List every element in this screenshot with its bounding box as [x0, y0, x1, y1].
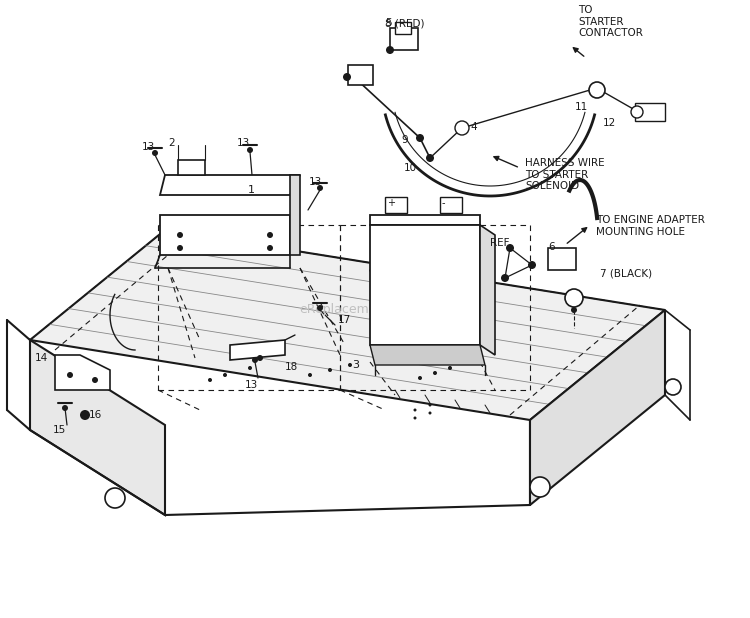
Circle shape: [247, 147, 253, 153]
Circle shape: [530, 477, 550, 497]
Bar: [635, 103, 665, 121]
Text: 14: 14: [35, 353, 48, 363]
Polygon shape: [160, 215, 290, 255]
Bar: [548, 248, 576, 270]
Text: 18: 18: [285, 362, 298, 372]
Circle shape: [67, 372, 73, 378]
Circle shape: [92, 377, 98, 383]
Circle shape: [458, 124, 466, 132]
Polygon shape: [370, 225, 480, 345]
Text: 8 (RED): 8 (RED): [385, 18, 424, 28]
Circle shape: [152, 150, 158, 156]
Polygon shape: [230, 340, 285, 360]
Circle shape: [528, 261, 536, 269]
Circle shape: [105, 488, 125, 508]
Bar: [395, 22, 411, 34]
Circle shape: [418, 376, 422, 380]
Circle shape: [177, 232, 183, 238]
Text: -: -: [442, 198, 446, 208]
Bar: [440, 197, 462, 213]
Circle shape: [317, 185, 323, 191]
Circle shape: [308, 373, 312, 377]
Text: REF.: REF.: [490, 238, 512, 248]
Circle shape: [571, 307, 577, 313]
Text: 11: 11: [575, 102, 588, 112]
Circle shape: [569, 293, 579, 303]
Text: 13: 13: [237, 138, 250, 148]
Circle shape: [317, 305, 323, 311]
Circle shape: [328, 368, 332, 372]
Text: 15: 15: [53, 425, 66, 435]
Text: 4: 4: [470, 122, 477, 132]
Circle shape: [177, 245, 183, 251]
Circle shape: [428, 412, 431, 415]
Text: 6: 6: [548, 242, 554, 252]
Text: 5: 5: [385, 18, 392, 28]
Text: 13: 13: [142, 142, 155, 152]
Text: 17: 17: [338, 315, 351, 325]
Bar: [385, 197, 407, 213]
Circle shape: [267, 245, 273, 251]
Circle shape: [455, 121, 469, 135]
Circle shape: [665, 379, 681, 395]
Polygon shape: [530, 310, 665, 505]
Circle shape: [223, 373, 227, 377]
Polygon shape: [290, 175, 300, 255]
Circle shape: [593, 86, 601, 94]
Text: TO ENGINE ADAPTER
MOUNTING HOLE: TO ENGINE ADAPTER MOUNTING HOLE: [596, 215, 705, 237]
Text: 1: 1: [248, 185, 255, 195]
Circle shape: [501, 274, 509, 282]
Text: 10: 10: [404, 163, 417, 173]
Circle shape: [267, 232, 273, 238]
Circle shape: [343, 73, 351, 81]
Circle shape: [413, 408, 416, 412]
Circle shape: [248, 366, 252, 370]
Text: 2: 2: [168, 138, 175, 148]
Text: 12: 12: [603, 118, 616, 128]
Circle shape: [448, 366, 452, 370]
Text: 7 (BLACK): 7 (BLACK): [600, 268, 652, 278]
Text: TO
STARTER
CONTACTOR: TO STARTER CONTACTOR: [578, 5, 643, 38]
Circle shape: [208, 378, 212, 382]
Text: 9: 9: [401, 135, 408, 145]
Text: HARNESS WIRE
TO STARTER
SOLENOID: HARNESS WIRE TO STARTER SOLENOID: [525, 158, 605, 191]
Circle shape: [257, 355, 263, 361]
Bar: [348, 65, 373, 85]
Circle shape: [386, 46, 394, 54]
Text: 3: 3: [352, 360, 359, 370]
Polygon shape: [480, 225, 495, 355]
Polygon shape: [30, 230, 665, 420]
Circle shape: [631, 106, 643, 118]
Bar: [390, 28, 418, 50]
Circle shape: [565, 289, 583, 307]
Text: 13: 13: [245, 380, 258, 390]
Polygon shape: [160, 175, 300, 195]
Circle shape: [416, 134, 424, 142]
Circle shape: [62, 405, 68, 411]
Polygon shape: [370, 215, 480, 225]
Text: 16: 16: [89, 410, 102, 420]
Text: +: +: [387, 198, 395, 208]
Circle shape: [348, 363, 352, 367]
Circle shape: [506, 244, 514, 252]
Text: 13: 13: [309, 177, 322, 187]
Circle shape: [413, 417, 416, 420]
Polygon shape: [370, 345, 485, 365]
Circle shape: [426, 154, 434, 162]
Polygon shape: [178, 160, 205, 175]
Circle shape: [589, 82, 605, 98]
Circle shape: [428, 404, 431, 407]
Polygon shape: [30, 340, 165, 515]
Text: eReplacementParts.com: eReplacementParts.com: [298, 303, 452, 316]
Circle shape: [252, 357, 258, 363]
Circle shape: [433, 371, 437, 375]
Polygon shape: [55, 355, 110, 390]
Circle shape: [80, 410, 90, 420]
